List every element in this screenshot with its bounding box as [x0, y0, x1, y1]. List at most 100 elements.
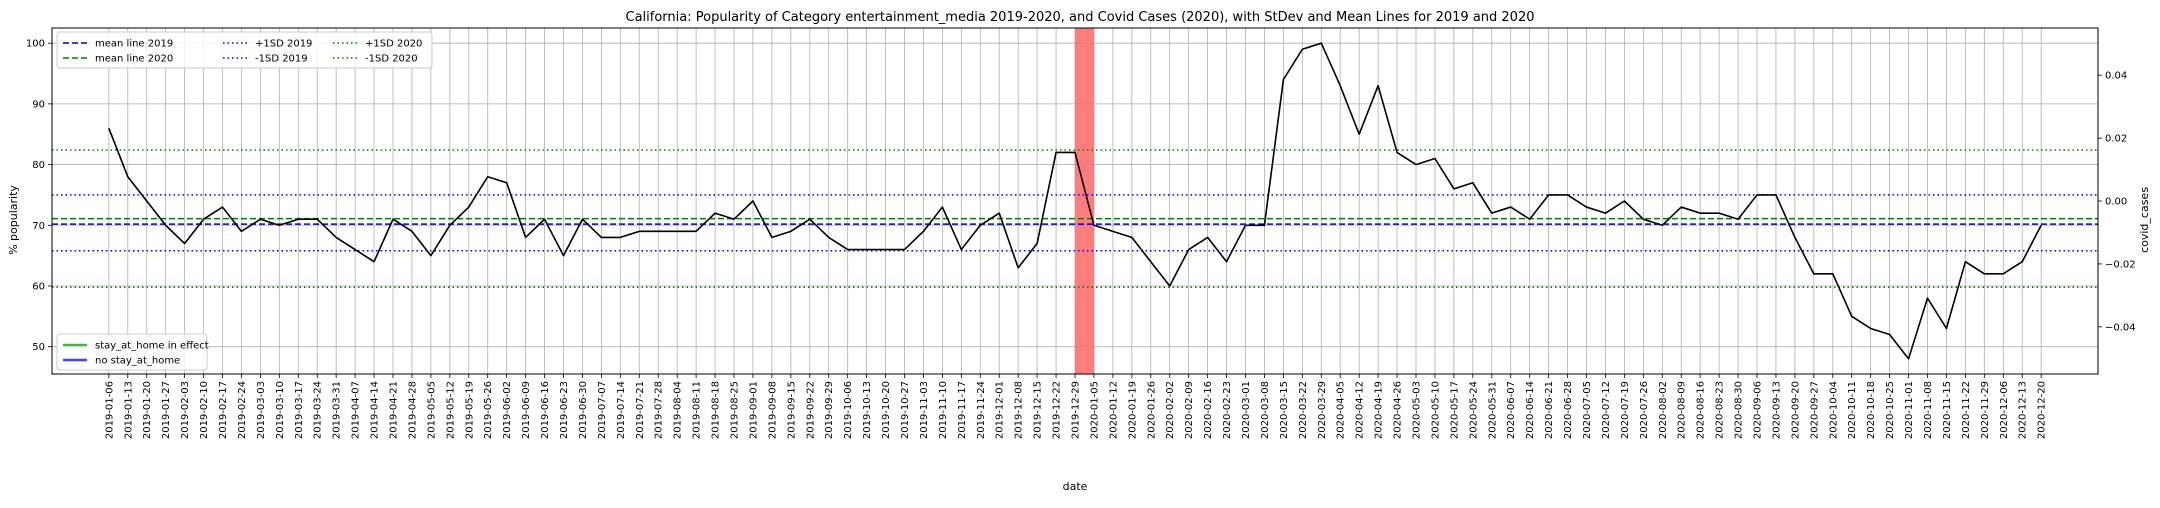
x-tick-label: 2020-08-09 [1677, 381, 1688, 439]
x-tick-label: 2019-02-17 [218, 381, 229, 439]
x-tick-label: 2020-05-03 [1412, 381, 1423, 439]
legend-label: mean line 2020 [95, 54, 173, 65]
x-tick-label: 2020-09-06 [1753, 381, 1764, 439]
x-tick-label: 2019-09-08 [767, 381, 778, 439]
x-tick-label: 2020-11-15 [1942, 381, 1953, 439]
legend-label: -1SD 2019 [255, 54, 308, 65]
x-tick-label: 2019-04-28 [407, 381, 418, 439]
x-tick-label: 2020-10-11 [1847, 381, 1858, 439]
chart-title: California: Popularity of Category enter… [626, 10, 1535, 25]
y2-tick-label: −0.02 [2105, 259, 2136, 270]
x-tick-label: 2020-12-13 [2018, 381, 2029, 439]
x-tick-label: 2019-07-21 [635, 381, 646, 439]
x-tick-label: 2020-12-20 [2037, 381, 2048, 439]
y-tick-label: 90 [32, 99, 45, 110]
x-tick-label: 2020-07-19 [1620, 381, 1631, 439]
x-tick-label: 2020-03-01 [1241, 381, 1252, 439]
y2-tick-label: 0.00 [2105, 197, 2127, 208]
x-tick-label: 2020-10-25 [1885, 381, 1896, 439]
x-tick-label: 2019-05-12 [445, 381, 456, 439]
x-tick-label: 2019-08-11 [692, 381, 703, 439]
x-tick-label: 2019-11-03 [919, 381, 930, 439]
y2-tick-label: 0.04 [2105, 71, 2127, 82]
x-tick-label: 2019-12-29 [1071, 381, 1082, 439]
x-tick-label: 2019-08-04 [673, 381, 684, 439]
x-tick-label: 2019-05-26 [483, 381, 494, 439]
x-tick-label: 2019-09-22 [805, 381, 816, 439]
x-tick-label: 2020-09-13 [1771, 381, 1782, 439]
x-tick-label: 2020-02-02 [1165, 381, 1176, 439]
x-tick-label: 2019-10-27 [900, 381, 911, 439]
y-tick-label: 60 [32, 281, 45, 292]
x-tick-label: 2019-11-17 [957, 381, 968, 439]
x-tick-label: 2020-04-19 [1374, 381, 1385, 439]
popularity-line [108, 42, 2042, 360]
x-tick-label: 2019-12-01 [995, 381, 1006, 439]
legend-box [56, 333, 208, 371]
x-tick-label: 2020-11-08 [1923, 381, 1934, 439]
y2-tick-label: −0.04 [2105, 322, 2136, 333]
x-tick-label: 2020-10-04 [1828, 381, 1839, 439]
x-tick-label: 2020-03-29 [1317, 381, 1328, 439]
x-tick-label: 2020-07-05 [1582, 381, 1593, 439]
y-tick-label: 100 [26, 39, 45, 50]
legend-label: +1SD 2019 [255, 39, 312, 50]
x-tick-label: 2019-01-13 [123, 381, 134, 439]
legend-label: +1SD 2020 [365, 39, 422, 50]
x-tick-label: 2020-06-21 [1544, 381, 1555, 439]
x-tick-label: 2019-08-25 [730, 381, 741, 439]
x-tick-label: 2020-09-20 [1790, 381, 1801, 439]
y-tick-label: 80 [32, 160, 45, 171]
x-tick-label: 2020-06-28 [1563, 381, 1574, 439]
x-tick-label: 2020-01-19 [1127, 381, 1138, 439]
x-tick-label: 2019-07-14 [616, 381, 627, 439]
x-tick-label: 2020-02-09 [1184, 381, 1195, 439]
x-tick-label: 2020-08-16 [1696, 381, 1707, 439]
x-tick-label: 2019-11-10 [938, 381, 949, 439]
x-tick-label: 2020-04-12 [1355, 381, 1366, 439]
stay-at-home-span [1075, 28, 1094, 374]
x-tick-label: 2019-05-19 [464, 381, 475, 439]
x-tick-label: 2019-03-17 [294, 381, 305, 439]
x-tick-label: 2020-04-26 [1393, 381, 1404, 439]
x-tick-label: 2019-06-16 [540, 381, 551, 439]
legend-stay-at-home: stay_at_home in effect no stay_at_home [56, 333, 209, 371]
x-tick-label: 2019-09-29 [824, 381, 835, 439]
x-tick-label: 2020-02-23 [1222, 381, 1233, 439]
x-tick-label: 2019-12-08 [1014, 381, 1025, 439]
y2-tick-label: 0.02 [2105, 134, 2127, 145]
x-tick-label: 2019-03-10 [275, 381, 286, 439]
x-tick-label: 2019-06-09 [521, 381, 532, 439]
x-tick-label: 2019-03-24 [313, 381, 324, 439]
x-tick-label: 2019-01-27 [161, 381, 172, 439]
x-tick-label: 2020-08-23 [1715, 381, 1726, 439]
x-tick-label: 2020-05-24 [1468, 381, 1479, 439]
legend-label: no stay_at_home [95, 356, 180, 367]
y2-axis-title: covid_cases [2138, 187, 2151, 253]
x-tick-label: 2019-02-03 [180, 381, 191, 439]
x-tick-label: 2020-03-08 [1260, 381, 1271, 439]
x-tick-label: 2020-01-05 [1089, 381, 1100, 439]
x-tick-label: 2019-08-18 [711, 381, 722, 439]
x-tick-label: 2020-01-26 [1146, 381, 1157, 439]
x-tick-label: 2020-12-06 [1999, 381, 2010, 439]
x-tick-label: 2019-02-24 [237, 381, 248, 439]
x-tick-label: 2019-10-20 [881, 381, 892, 439]
x-tick-label: 2019-07-28 [654, 381, 665, 439]
x-axis-title: date [1063, 480, 1088, 493]
x-tick-label: 2020-10-18 [1866, 381, 1877, 439]
y-tick-label: 70 [32, 221, 45, 232]
x-tick-label: 2019-12-15 [1033, 381, 1044, 439]
x-tick-label: 2020-07-12 [1601, 381, 1612, 439]
y-axis-title: % popularity [7, 185, 20, 255]
x-tick-label: 2020-06-07 [1506, 381, 1517, 439]
x-tick-label: 2020-03-22 [1298, 381, 1309, 439]
x-tick-label: 2019-10-13 [862, 381, 873, 439]
legend-reference-lines: mean line 2019 mean line 2020 +1SD 2019 -1S… [56, 31, 433, 69]
x-tick-label: 2020-05-31 [1487, 381, 1498, 439]
x-tick-label: 2019-01-06 [104, 381, 115, 439]
x-tick-label: 2020-05-10 [1430, 381, 1441, 439]
x-tick-label: 2020-03-15 [1279, 381, 1290, 439]
